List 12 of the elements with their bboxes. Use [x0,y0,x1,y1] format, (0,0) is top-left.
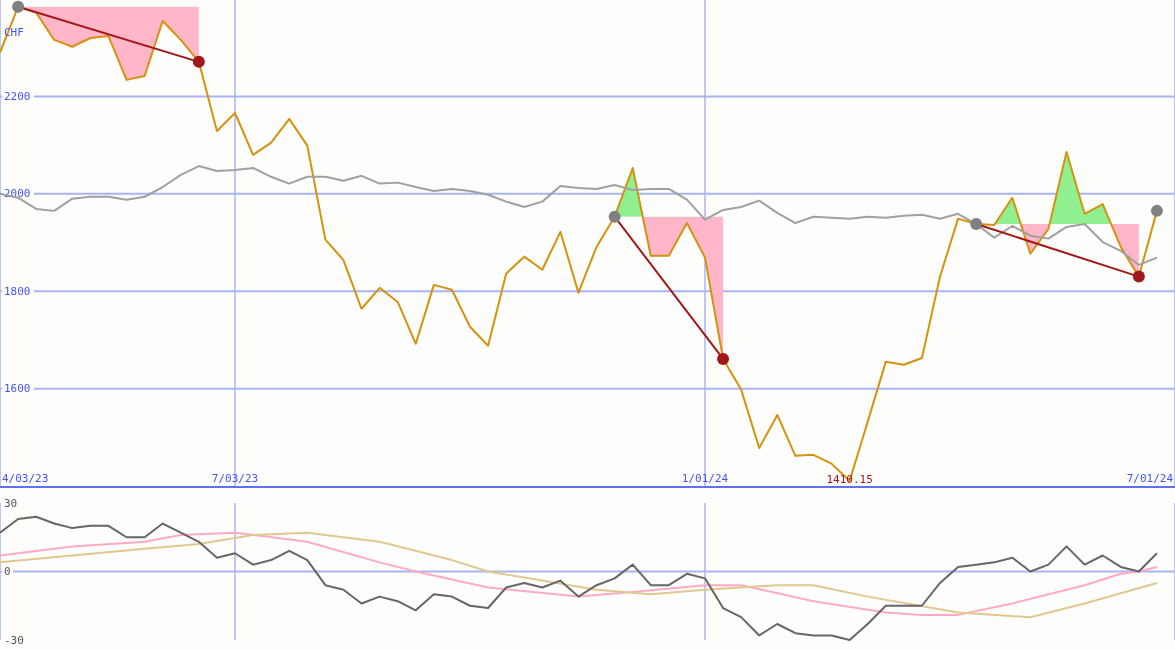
x-tick-label: 7/01/24 [1126,472,1174,485]
y-tick-label: 0 [4,565,11,578]
line-series [0,165,1158,266]
y-tick-label: 30 [4,496,18,510]
x-tick-label: 1/01/24 [681,472,729,485]
x-tick-label: 4/03/23 [2,472,49,485]
annotation: 1410.15 [826,473,873,487]
y-tick-label: -30 [4,633,24,647]
x-tick-label: 7/03/23 [211,472,259,485]
y-tick-label: 2200 [4,89,31,103]
y-tick-label: 1800 [4,284,31,298]
y-tick-label: 1600 [4,382,31,396]
